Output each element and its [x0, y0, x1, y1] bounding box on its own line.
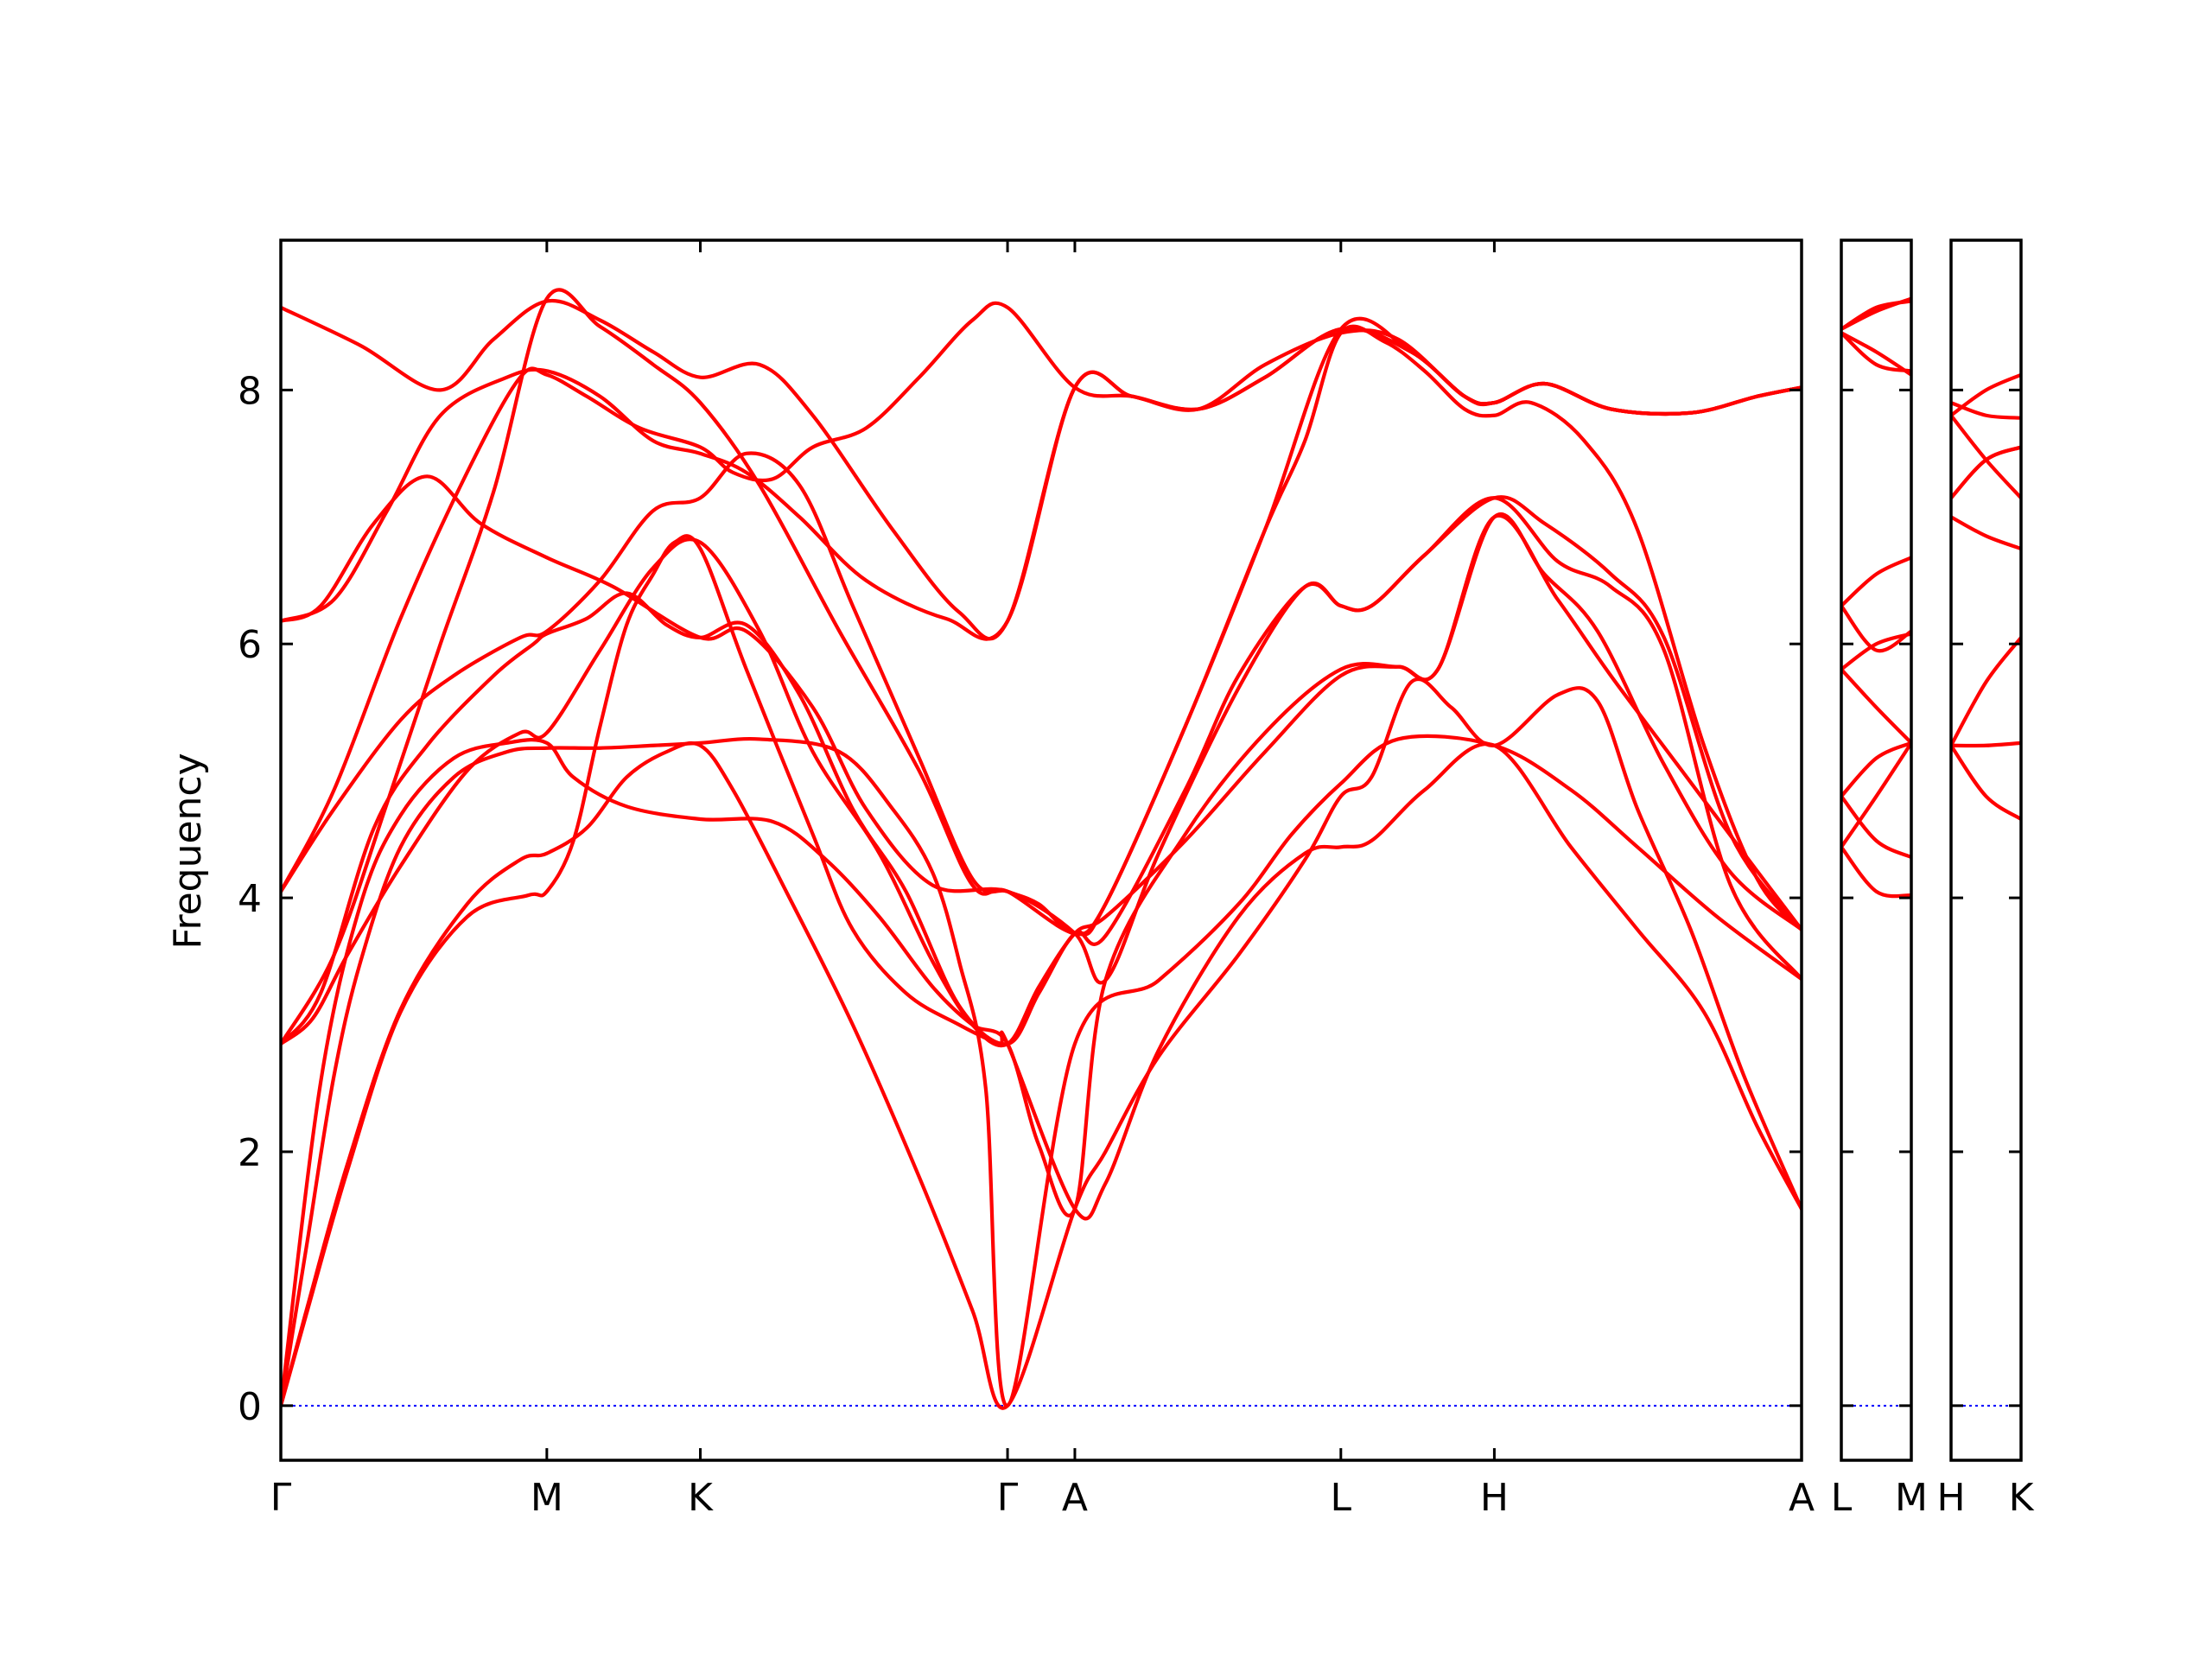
y-tick-label: 2 — [238, 1131, 262, 1175]
band-group — [1841, 296, 1911, 899]
x-tick-label: L — [1331, 1476, 1352, 1520]
band-line-8 — [1951, 400, 2021, 420]
x-tick-label: M — [1895, 1476, 1928, 1520]
x-tick-label: L — [1831, 1476, 1853, 1520]
y-axis-label: Frequency — [166, 753, 210, 949]
y-tick-label: 4 — [238, 877, 262, 921]
band-line-9 — [281, 326, 1802, 641]
band-group — [281, 288, 1802, 1410]
band-line-3 — [1951, 635, 2021, 747]
x-tick-label: H — [1480, 1476, 1509, 1520]
band-line-2 — [281, 677, 1802, 1410]
band-line-7 — [1841, 604, 1911, 653]
y-tick-label: 6 — [238, 623, 262, 667]
y-tick-label: 0 — [238, 1385, 262, 1429]
band-line-4 — [281, 513, 1802, 1408]
band-line-9 — [1951, 372, 2021, 417]
x-tick-label: K — [688, 1476, 714, 1520]
band-line-3 — [1841, 794, 1911, 860]
band-line-6 — [281, 495, 1802, 1046]
band-line-4 — [1951, 515, 2021, 551]
band-line-7 — [1951, 413, 2021, 500]
band-line-11 — [281, 298, 1802, 641]
band-group — [1951, 372, 2021, 822]
x-tick-label: Γ — [270, 1476, 292, 1520]
band-line-12 — [1841, 296, 1911, 331]
band-line-6 — [1951, 445, 2021, 500]
band-line-7 — [281, 324, 1802, 936]
band-line-5 — [1951, 445, 2021, 500]
band-line-10 — [281, 474, 1802, 985]
x-tick-label: A — [1062, 1476, 1088, 1520]
band-line-1 — [281, 534, 1802, 1408]
x-tick-label: M — [531, 1476, 563, 1520]
band-line-12 — [281, 288, 1802, 1046]
band-line-4 — [1841, 741, 1911, 798]
band-line-1 — [1951, 741, 2021, 748]
x-tick-label: Γ — [997, 1476, 1019, 1520]
x-tick-label: H — [1936, 1476, 1965, 1520]
panel-frame — [1949, 238, 2023, 1462]
band-line-10 — [1841, 331, 1911, 373]
y-tick-label: 8 — [238, 369, 262, 413]
band-line-8 — [281, 301, 1802, 893]
x-tick-label: A — [1789, 1476, 1815, 1520]
band-line-2 — [1951, 743, 2021, 822]
band-line-5 — [281, 512, 1802, 1048]
x-tick-label: K — [2009, 1476, 2035, 1520]
panel-frame — [279, 238, 1803, 1462]
band-line-2 — [1841, 741, 1911, 849]
band-line-3 — [281, 734, 1802, 1408]
band-line-1 — [1841, 845, 1911, 899]
band-line-5 — [1841, 667, 1911, 745]
band-line-8 — [1841, 556, 1911, 608]
panel-frame — [1840, 238, 1913, 1462]
